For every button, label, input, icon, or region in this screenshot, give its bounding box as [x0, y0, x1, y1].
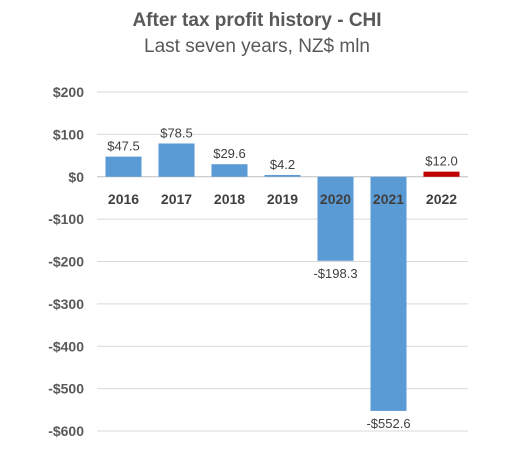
x-tick-label: 2021 — [373, 191, 404, 207]
y-tick-label: -$200 — [48, 254, 84, 270]
x-axis-ticks: 2016 2017 2018 2019 2020 2021 2022 — [108, 191, 457, 207]
bar-2019 — [264, 174, 301, 177]
x-tick-label: 2020 — [320, 191, 351, 207]
y-tick-label: $0 — [68, 169, 84, 185]
bar-2016 — [105, 156, 142, 177]
data-label-2019: $4.2 — [270, 157, 295, 172]
x-tick-label: 2018 — [214, 191, 245, 207]
x-tick-label: 2022 — [426, 191, 457, 207]
bar-2020 — [317, 176, 354, 261]
data-label-2016: $47.5 — [107, 139, 140, 154]
y-tick-label: -$500 — [48, 381, 84, 397]
x-tick-label: 2019 — [267, 191, 298, 207]
y-tick-label: -$400 — [48, 338, 84, 354]
y-tick-label: -$300 — [48, 296, 84, 312]
y-tick-label: $200 — [53, 84, 84, 100]
x-tick-label: 2016 — [108, 191, 139, 207]
y-axis-ticks: $200 $100 $0 -$100 -$200 -$300 -$400 -$500 -$600 — [48, 84, 84, 439]
chart-subtitle: Last seven years, NZ$ mln — [144, 36, 370, 57]
data-label-2018: $29.6 — [213, 146, 246, 161]
bars — [105, 143, 460, 411]
data-label-2017: $78.5 — [160, 125, 193, 140]
bar-2021 — [370, 176, 407, 411]
bar-2018 — [211, 164, 248, 177]
y-tick-label: $100 — [53, 126, 84, 142]
x-tick-label: 2017 — [161, 191, 192, 207]
gridlines — [97, 91, 468, 432]
data-label-2022: $12.0 — [425, 154, 458, 169]
bar-2017 — [158, 143, 195, 177]
data-label-2021: -$552.6 — [366, 416, 410, 431]
chart-title: After tax profit history - CHI — [132, 10, 382, 31]
data-label-2020: -$198.3 — [313, 266, 357, 281]
data-labels: $47.5 $78.5 $29.6 $4.2 -$198.3 -$552.6 $12.0 — [107, 125, 458, 430]
y-tick-label: -$100 — [48, 211, 84, 227]
bar-2022 — [423, 171, 460, 177]
y-tick-label: -$600 — [48, 423, 84, 439]
